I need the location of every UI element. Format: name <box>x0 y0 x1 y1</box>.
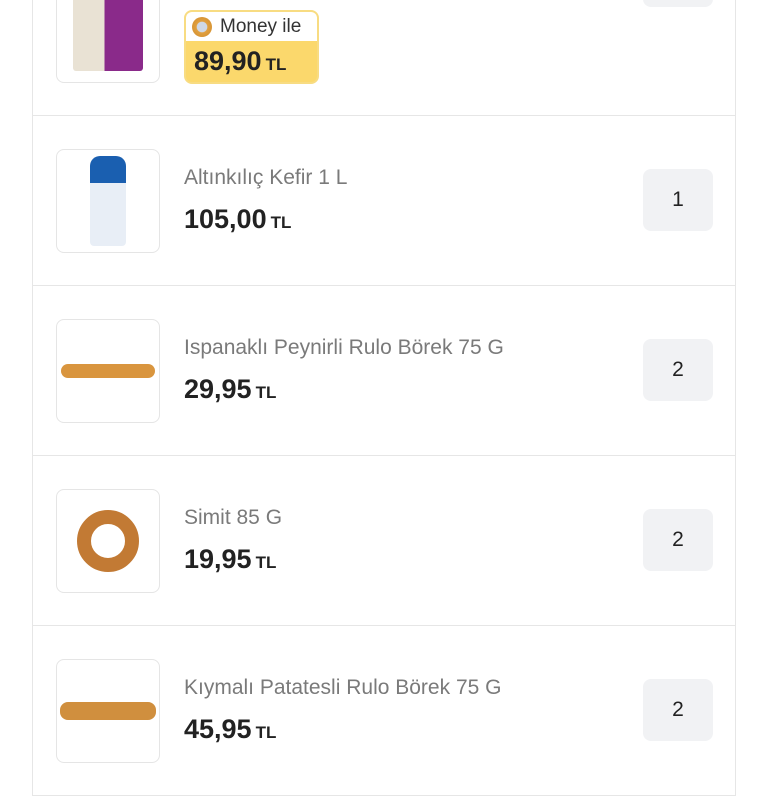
money-coin-icon <box>192 16 212 37</box>
cart-item[interactable]: Altınkılıç Kefir 1 L 105,00 TL 1 <box>33 116 735 286</box>
product-name[interactable]: Ispanaklı Peynirli Rulo Börek 75 G <box>184 336 504 359</box>
quantity-button[interactable]: 2 <box>643 339 713 401</box>
product-image-borek[interactable] <box>56 659 160 763</box>
product-image-borek[interactable] <box>56 319 160 423</box>
quantity-button[interactable]: 2 <box>643 679 713 741</box>
cart-item[interactable]: Kıymalı Patatesli Rulo Börek 75 G 45,95 T… <box>33 626 735 796</box>
product-name[interactable]: Simit 85 G <box>184 506 283 529</box>
quantity-button[interactable]: 2 <box>643 509 713 571</box>
product-name[interactable]: Kıymalı Patatesli Rulo Börek 75 G <box>184 676 502 699</box>
product-image-rice[interactable] <box>56 0 160 83</box>
product-image-simit[interactable] <box>56 489 160 593</box>
cart-item[interactable]: Simit 85 G 19,95 TL 2 <box>33 456 735 626</box>
product-image-kefir[interactable] <box>56 149 160 253</box>
quantity-button[interactable]: 1 <box>643 169 713 231</box>
quantity-button[interactable]: 1 <box>643 0 713 7</box>
money-price: 89,90 <box>194 46 262 76</box>
product-price: 29,95 TL <box>184 374 277 404</box>
product-price: 105,00 TL <box>184 204 292 234</box>
currency: TL <box>265 55 287 74</box>
money-label: Money ile <box>220 15 302 37</box>
money-price-badge: Money ile 89,90 TL <box>184 10 319 84</box>
product-price: 45,95 TL <box>184 714 277 744</box>
product-price: 19,95 TL <box>184 544 277 574</box>
cart-item[interactable]: Ispanaklı Peynirli Rulo Börek 75 G 29,95… <box>33 286 735 456</box>
product-name[interactable]: Altınkılıç Kefir 1 L <box>184 166 348 189</box>
